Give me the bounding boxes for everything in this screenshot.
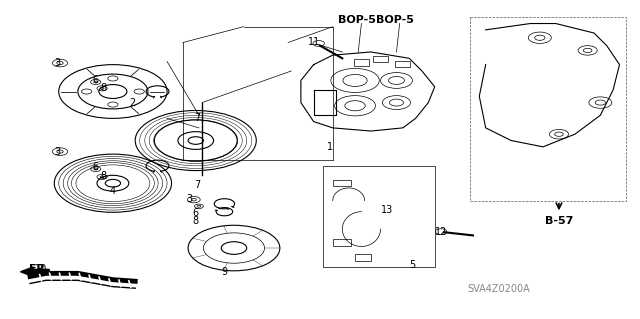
- Text: BOP-5: BOP-5: [338, 15, 376, 25]
- Text: 6: 6: [93, 162, 99, 172]
- Text: BOP-5: BOP-5: [376, 15, 414, 25]
- Text: SVA4Z0200A: SVA4Z0200A: [467, 284, 530, 294]
- Text: 7: 7: [195, 113, 201, 123]
- Bar: [355, 254, 371, 261]
- Text: 1: 1: [326, 142, 333, 152]
- Text: 8: 8: [100, 83, 106, 93]
- Bar: [323, 166, 435, 267]
- FancyArrow shape: [20, 267, 49, 277]
- Text: 10: 10: [35, 263, 47, 274]
- Text: 8: 8: [193, 216, 199, 226]
- Text: 7: 7: [195, 180, 201, 190]
- Text: 6: 6: [193, 208, 199, 218]
- Bar: [470, 17, 626, 201]
- Bar: [395, 61, 410, 67]
- Text: 4: 4: [110, 186, 116, 196]
- Bar: [373, 56, 388, 63]
- Text: B-57: B-57: [545, 216, 573, 226]
- Bar: [333, 180, 351, 186]
- Text: FR.: FR.: [29, 263, 50, 274]
- Text: 8: 8: [100, 171, 106, 181]
- Text: 11: 11: [307, 37, 320, 47]
- Text: 9: 9: [221, 267, 227, 277]
- Text: 6: 6: [93, 76, 99, 85]
- Text: 3: 3: [54, 147, 61, 157]
- Text: 2: 2: [129, 98, 135, 108]
- Text: 3: 3: [54, 58, 61, 68]
- Bar: [333, 239, 351, 246]
- Bar: [354, 59, 369, 66]
- Text: 12: 12: [435, 227, 447, 237]
- Text: 3: 3: [186, 194, 193, 204]
- Text: 13: 13: [381, 205, 393, 215]
- Text: 5: 5: [409, 260, 415, 271]
